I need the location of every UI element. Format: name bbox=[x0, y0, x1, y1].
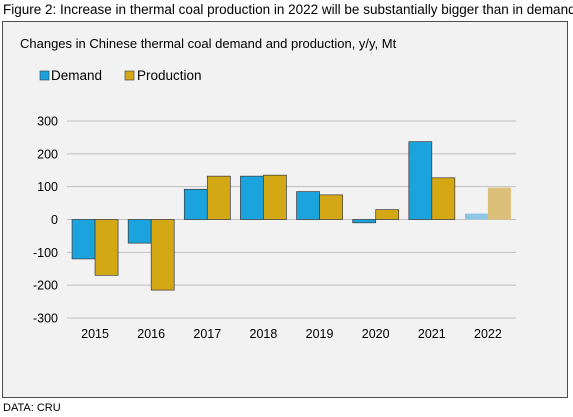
bar-demand-2016 bbox=[127, 219, 152, 244]
legend-swatch-production bbox=[124, 70, 135, 81]
bar-demand-2021 bbox=[408, 141, 433, 220]
figure-title: Figure 2: Increase in thermal coal produ… bbox=[3, 2, 573, 17]
x-axis: 2015 2016 2017 2018 2019 2020 2021 2022 bbox=[81, 327, 502, 341]
x-tick-label: 2016 bbox=[137, 327, 165, 341]
x-tick-label: 2021 bbox=[418, 327, 446, 341]
bar-demand-2019 bbox=[296, 191, 320, 220]
y-tick-label: -200 bbox=[33, 279, 58, 293]
x-tick-label: 2022 bbox=[474, 327, 502, 341]
bar-production-2015 bbox=[94, 219, 119, 276]
chart-title: Changes in Chinese thermal coal demand a… bbox=[20, 36, 397, 51]
source-note: DATA: CRU bbox=[3, 402, 61, 414]
bar-production-2021 bbox=[431, 177, 456, 220]
y-tick-label: -100 bbox=[33, 246, 58, 260]
bar-production-2018 bbox=[263, 174, 287, 220]
bar-demand-2020 bbox=[352, 219, 377, 224]
bar-production-2020 bbox=[375, 209, 400, 220]
bar-demand-2018 bbox=[240, 175, 264, 220]
bar-demand-2015 bbox=[71, 219, 96, 260]
bar-production-2019 bbox=[319, 194, 343, 220]
legend-swatch-demand bbox=[39, 70, 50, 81]
legend-label-demand: Demand bbox=[51, 68, 102, 83]
legend: Demand Production bbox=[39, 68, 202, 83]
bar-production-2022 bbox=[487, 187, 511, 220]
x-tick-label: 2020 bbox=[362, 327, 390, 341]
x-tick-label: 2018 bbox=[250, 327, 278, 341]
x-tick-label: 2017 bbox=[193, 327, 221, 341]
y-tick-label: 0 bbox=[51, 213, 58, 227]
x-tick-label: 2015 bbox=[81, 327, 109, 341]
bar-demand-2022 bbox=[464, 213, 488, 220]
bars bbox=[71, 141, 511, 291]
legend-label-production: Production bbox=[137, 68, 202, 83]
bar-production-2016 bbox=[150, 219, 175, 291]
y-tick-label: 300 bbox=[37, 115, 58, 129]
y-axis: 300 200 100 0 -100 -200 -300 bbox=[33, 115, 58, 326]
bar-production-2017 bbox=[206, 175, 231, 220]
x-tick-label: 2019 bbox=[306, 327, 334, 341]
y-tick-label: 100 bbox=[37, 180, 58, 194]
y-tick-label: -300 bbox=[33, 312, 58, 326]
bar-demand-2017 bbox=[183, 188, 208, 220]
y-tick-label: 200 bbox=[37, 147, 58, 161]
